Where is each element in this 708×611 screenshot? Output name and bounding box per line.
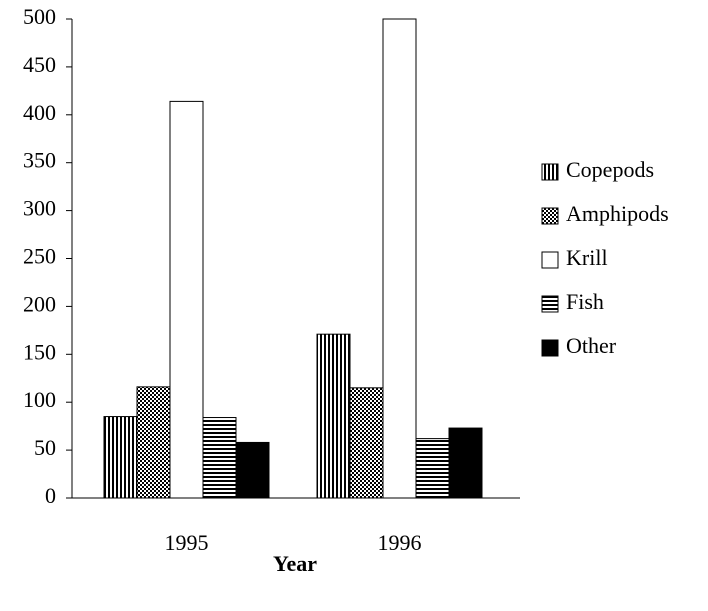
y-tick-label: 300: [23, 196, 56, 221]
y-tick-label: 150: [23, 339, 56, 364]
legend-label: Amphipods: [566, 201, 669, 226]
x-axis-title: Year: [273, 551, 317, 576]
legend-swatch: [541, 295, 559, 313]
bar: [169, 100, 204, 499]
y-tick-label: 350: [23, 148, 56, 173]
bar: [415, 438, 450, 499]
y-tick-label: 200: [23, 291, 56, 316]
bar: [235, 441, 270, 499]
bar: [103, 416, 138, 499]
y-tick-label: 0: [45, 483, 56, 508]
y-tick-label: 50: [34, 435, 56, 460]
bar: [382, 18, 417, 499]
bar: [136, 386, 171, 499]
bar: [448, 427, 483, 499]
y-tick-label: 500: [23, 4, 56, 29]
legend-label: Copepods: [566, 157, 654, 182]
y-tick-label: 100: [23, 387, 56, 412]
legend-label: Krill: [566, 245, 608, 270]
y-tick-label: 450: [23, 52, 56, 77]
bar: [316, 333, 351, 499]
bar: [349, 387, 384, 499]
legend-label: Other: [566, 333, 617, 358]
y-tick-label: 400: [23, 100, 56, 125]
y-tick-label: 250: [23, 244, 56, 269]
x-tick-label: 1995: [165, 530, 209, 555]
legend-swatch: [541, 339, 559, 357]
legend-swatch: [541, 207, 559, 225]
legend-swatch: [541, 163, 559, 181]
x-tick-label: 1996: [378, 530, 422, 555]
legend-label: Fish: [566, 289, 604, 314]
bar: [202, 417, 237, 499]
legend-swatch: [541, 251, 559, 269]
